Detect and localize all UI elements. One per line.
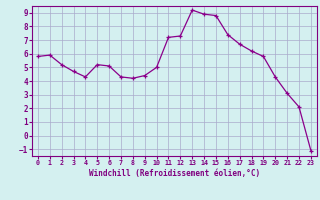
X-axis label: Windchill (Refroidissement éolien,°C): Windchill (Refroidissement éolien,°C): [89, 169, 260, 178]
